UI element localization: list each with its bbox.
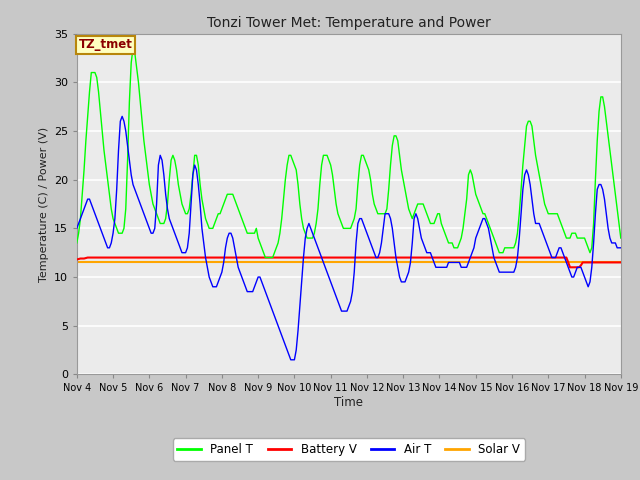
Text: TZ_tmet: TZ_tmet [79, 38, 132, 51]
X-axis label: Time: Time [334, 396, 364, 409]
Y-axis label: Temperature (C) / Power (V): Temperature (C) / Power (V) [40, 126, 49, 282]
Title: Tonzi Tower Met: Temperature and Power: Tonzi Tower Met: Temperature and Power [207, 16, 491, 30]
Legend: Panel T, Battery V, Air T, Solar V: Panel T, Battery V, Air T, Solar V [173, 438, 525, 461]
